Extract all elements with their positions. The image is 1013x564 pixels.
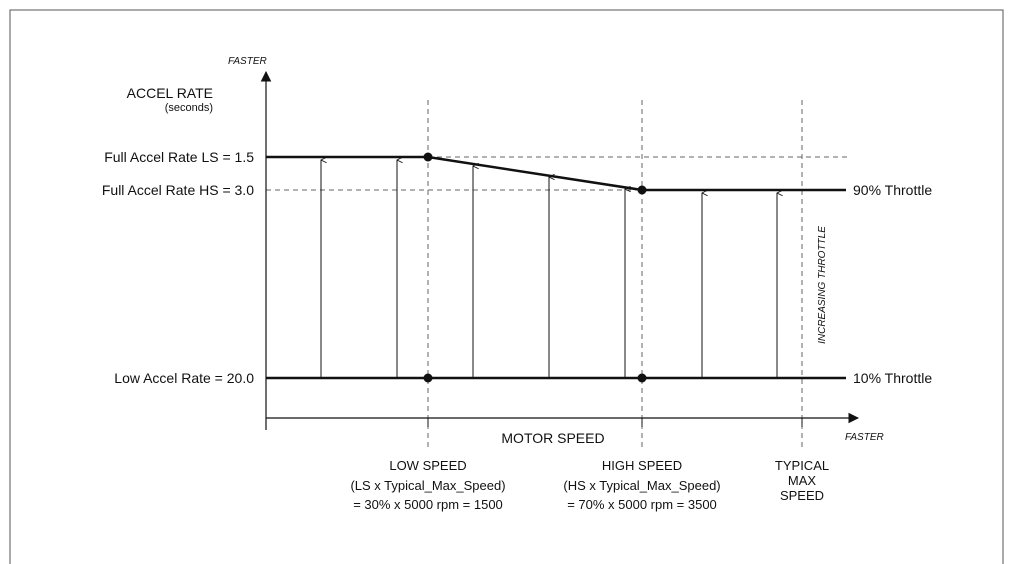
y-axis-unit: (seconds)	[165, 102, 213, 114]
x-axis-direction: FASTER	[845, 432, 884, 443]
high-speed-value: = 70% x 5000 rpm = 3500	[567, 497, 717, 512]
dashed-guides	[266, 100, 848, 450]
point-hs-full	[637, 185, 647, 195]
high-speed-label: HIGH SPEED	[602, 458, 682, 473]
breakpoints	[423, 152, 647, 383]
typical-max-line2: MAX	[788, 473, 817, 488]
frame-border	[9, 9, 1004, 564]
throttle-90-line	[266, 155, 846, 192]
throttle-10-label: 10% Throttle	[853, 370, 932, 386]
low-speed-label: LOW SPEED	[389, 458, 466, 473]
point-hs-low	[637, 373, 647, 383]
throttle-arrows	[321, 160, 777, 378]
y-axis-title: ACCEL RATE	[127, 85, 213, 101]
level-label-ls: Full Accel Rate LS = 1.5	[104, 149, 254, 165]
typical-max-line1: TYPICAL	[775, 458, 829, 473]
throttle-90-label: 90% Throttle	[853, 182, 932, 198]
level-label-hs: Full Accel Rate HS = 3.0	[102, 182, 254, 198]
point-ls-full	[423, 152, 433, 162]
typical-max-line3: SPEED	[780, 488, 824, 503]
x-axis-title: MOTOR SPEED	[501, 430, 604, 446]
low-speed-formula: (LS x Typical_Max_Speed)	[350, 478, 505, 493]
point-ls-low	[423, 373, 433, 383]
y-axis-direction: FASTER	[228, 56, 267, 67]
low-speed-value: = 30% x 5000 rpm = 1500	[353, 497, 503, 512]
level-label-low: Low Accel Rate = 20.0	[114, 370, 254, 386]
high-speed-formula: (HS x Typical_Max_Speed)	[563, 478, 720, 493]
increasing-throttle-label: INCREASING THROTTLE	[817, 226, 828, 344]
x-axis-ticks	[265, 418, 803, 427]
